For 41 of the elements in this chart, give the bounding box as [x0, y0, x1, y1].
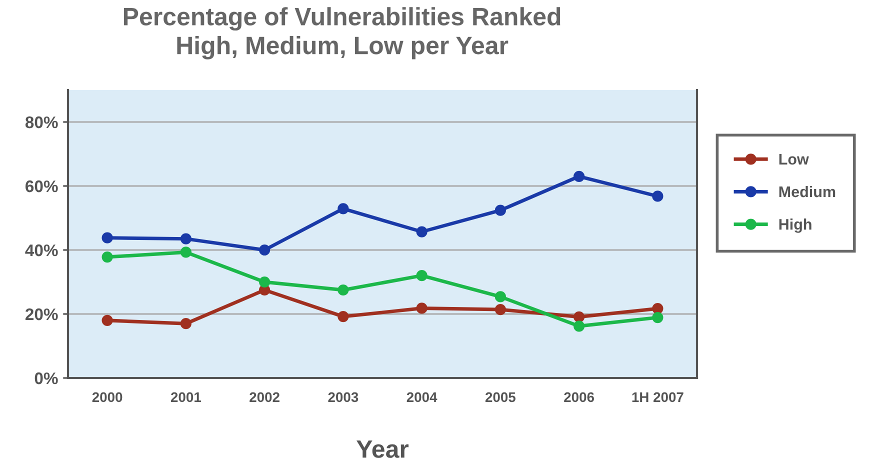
point — [494, 304, 506, 316]
legend-label: Medium — [779, 186, 836, 198]
x-tick-label: 2001 — [170, 392, 201, 402]
point — [574, 311, 585, 322]
x-tick-label: 1H 2007 — [632, 392, 684, 402]
point — [652, 303, 664, 314]
point — [180, 233, 192, 244]
point — [574, 320, 585, 332]
y-tick-label: 0% — [34, 372, 58, 384]
point — [102, 251, 113, 263]
point — [102, 232, 113, 244]
y-tick-label: 40% — [25, 244, 58, 256]
point — [180, 246, 192, 258]
point — [494, 204, 506, 216]
point — [494, 291, 506, 302]
y-tick-label: 60% — [26, 180, 58, 192]
x-tick-label: 2006 — [564, 392, 594, 402]
point — [259, 276, 270, 288]
x-axis-title: Year — [356, 440, 409, 458]
point — [259, 244, 270, 256]
x-tick-label: 2002 — [250, 392, 280, 402]
legend-label: Low — [779, 154, 809, 165]
point — [338, 203, 349, 214]
point — [338, 311, 349, 322]
point — [180, 318, 192, 330]
x-tick-label: 2005 — [485, 392, 516, 402]
point — [652, 312, 664, 324]
point — [102, 314, 113, 326]
point — [416, 270, 428, 282]
point — [574, 170, 585, 182]
y-tick-label: 80% — [25, 116, 58, 128]
legend-label: High — [779, 218, 812, 233]
point — [416, 226, 428, 238]
point — [652, 190, 664, 202]
chart-title: Percentage of Vulnerabilities Ranked High, Medium, Low per Year — [124, 7, 560, 60]
point — [338, 284, 349, 296]
y-tick-label: 20% — [26, 308, 58, 320]
point — [416, 302, 428, 314]
x-tick-label: 2000 — [92, 392, 122, 402]
x-tick-label: 2003 — [328, 392, 358, 402]
x-tick-label: 2004 — [406, 392, 438, 402]
